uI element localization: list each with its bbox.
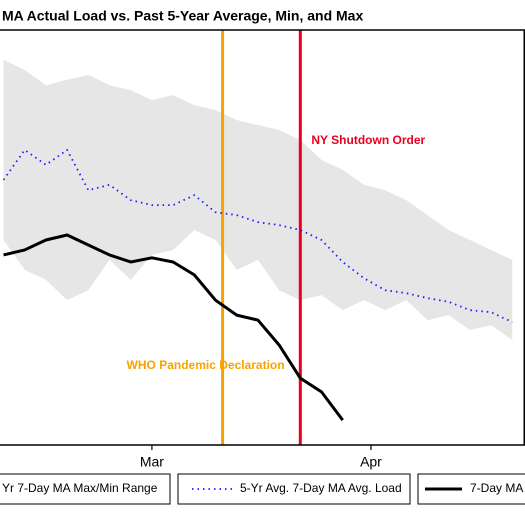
series-line	[3, 233, 344, 422]
range-band	[3, 59, 513, 341]
chart-title: MA Actual Load vs. Past 5-Year Average, …	[2, 8, 363, 24]
x-tick-label: Apr	[360, 454, 382, 470]
event-label: NY Shutdown Order	[311, 133, 425, 147]
x-tick-label: Mar	[140, 454, 164, 470]
series-line	[2, 149, 513, 323]
legend-label: 7-Day MA	[470, 481, 523, 495]
legend-box	[417, 473, 525, 505]
legend-label: Yr 7-Day MA Max/Min Range	[2, 481, 158, 495]
event-label: WHO Pandemic Declaration	[127, 358, 285, 372]
legend-box	[0, 473, 171, 505]
legend-box	[177, 473, 411, 505]
legend-label: 5-Yr Avg. 7-Day MA Avg. Load	[240, 481, 402, 495]
